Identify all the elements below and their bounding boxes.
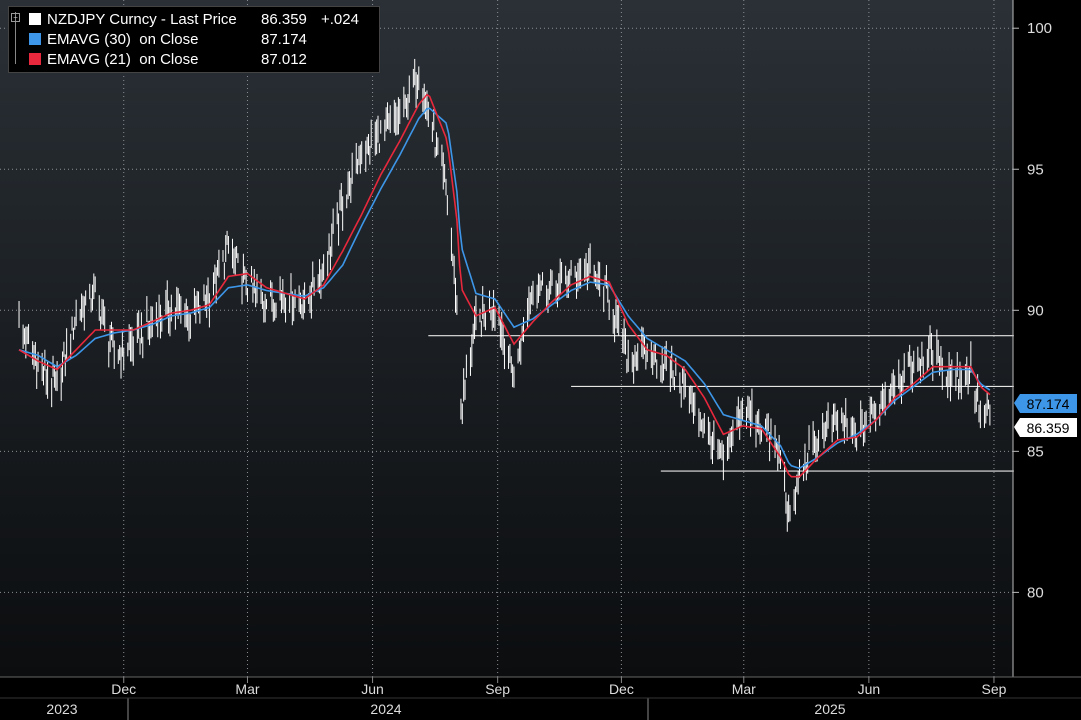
price-series (18, 58, 991, 532)
ema30-price-tag-label: 87.174 (1027, 396, 1070, 412)
y-axis: 80 85 90 95 100 (1013, 20, 1052, 601)
legend-value-ema30: 87.174 (261, 30, 307, 48)
x-tick-label: Mar (235, 681, 259, 697)
legend-swatch-ema30 (29, 33, 41, 45)
y-tick-label: 80 (1027, 584, 1044, 601)
x-tick-label: Dec (111, 681, 136, 697)
year-label: 2025 (814, 701, 845, 717)
plot-area (0, 0, 1013, 677)
ema-series (18, 93, 991, 478)
ema21-line (18, 93, 991, 478)
collapse-icon[interactable]: − (11, 13, 20, 22)
x-tick-label: Sep (982, 681, 1007, 697)
legend-change-price: +.024 (321, 10, 359, 28)
y-tick-label: 100 (1027, 20, 1052, 37)
year-label: 2023 (46, 701, 77, 717)
x-tick-label: Jun (361, 681, 384, 697)
y-tick-label: 85 (1027, 443, 1044, 460)
x-tick-label: Sep (485, 681, 510, 697)
legend-swatch-ema21 (29, 53, 41, 65)
last-price-tag: 86.359 (1014, 418, 1077, 437)
legend-item-ema21: EMAVG (21) on Close 87.012 (29, 49, 321, 69)
x-tick-label: Jun (858, 681, 881, 697)
ema30-price-tag: 87.174 (1014, 394, 1077, 413)
legend-item-ema30: EMAVG (30) on Close 87.174 (29, 29, 321, 49)
legend-swatch-price (29, 13, 41, 25)
legend-label-price: NZDJPY Curncy - Last Price (47, 10, 237, 28)
ema30-line (18, 107, 991, 470)
year-label: 2024 (370, 701, 401, 717)
x-tick-label: Dec (609, 681, 634, 697)
y-tick-label: 90 (1027, 302, 1044, 319)
legend-item-price: NZDJPY Curncy - Last Price 86.359 +.024 (29, 9, 359, 29)
price-tags: 87.174 86.359 (1014, 394, 1077, 437)
reference-lines (428, 335, 1014, 472)
y-tick-label: 95 (1027, 161, 1044, 178)
legend-value-ema21: 87.012 (261, 50, 307, 68)
legend-tree-line (15, 12, 24, 64)
legend-label-ema30: EMAVG (30) on Close (47, 30, 199, 48)
x-tick-label: Mar (732, 681, 756, 697)
last-price-tag-label: 86.359 (1027, 420, 1070, 436)
legend-value-price: 86.359 (261, 10, 307, 28)
chart-legend: − NZDJPY Curncy - Last Price 86.359 +.02… (8, 6, 380, 73)
legend-label-ema21: EMAVG (21) on Close (47, 50, 199, 68)
x-axis: Dec Mar Jun Sep Dec Mar Jun Sep 2023 2024 2025 (0, 677, 1081, 720)
